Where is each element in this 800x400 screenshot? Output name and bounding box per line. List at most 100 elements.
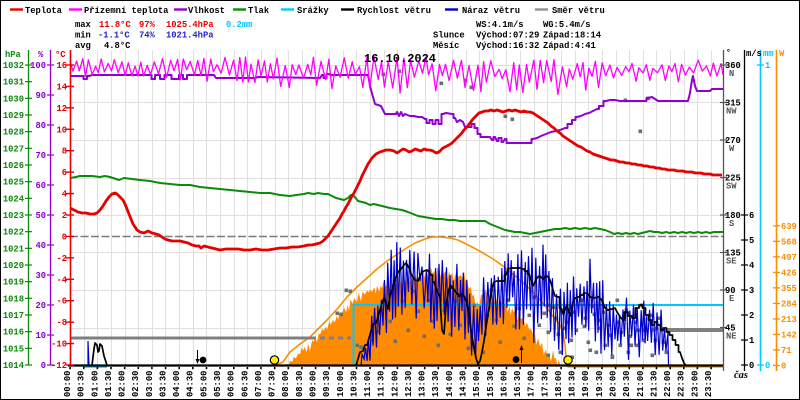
svg-text:1: 1 — [749, 336, 754, 346]
svg-text:1029: 1029 — [3, 111, 24, 121]
svg-text:14:30: 14:30 — [459, 371, 469, 397]
svg-text:360: 360 — [725, 61, 741, 71]
svg-text:16.10.2024: 16.10.2024 — [364, 52, 436, 66]
svg-text:m/s: m/s — [746, 49, 762, 59]
svg-text:11.8°C: 11.8°C — [99, 20, 131, 30]
svg-text:07:00: 07:00 — [254, 371, 264, 397]
svg-text:S: S — [729, 219, 734, 229]
svg-text:16:00: 16:00 — [499, 371, 509, 397]
svg-text:14:00: 14:00 — [445, 371, 455, 397]
svg-text:80: 80 — [35, 121, 46, 131]
svg-text:03:30: 03:30 — [159, 371, 169, 397]
svg-text:1017: 1017 — [3, 311, 24, 321]
svg-text:97%: 97% — [139, 20, 156, 30]
svg-text:%: % — [38, 50, 44, 60]
svg-text:0.2mm: 0.2mm — [226, 20, 252, 30]
svg-text:08:30: 08:30 — [295, 371, 305, 397]
svg-text:-8: -8 — [56, 318, 67, 328]
svg-text:NW: NW — [726, 107, 737, 117]
svg-text:mm: mm — [763, 49, 774, 59]
svg-text:max: max — [75, 20, 92, 30]
svg-text:30: 30 — [35, 271, 46, 281]
svg-text:Přízemní teplota: Přízemní teplota — [84, 6, 169, 16]
svg-text:čas: čas — [734, 370, 748, 381]
svg-text:426: 426 — [781, 268, 797, 278]
svg-text:16:30: 16:30 — [513, 371, 523, 397]
svg-text:142: 142 — [781, 330, 797, 340]
svg-text:639: 639 — [781, 222, 797, 232]
svg-text:-10: -10 — [51, 340, 67, 350]
svg-text:1032: 1032 — [3, 61, 24, 71]
svg-text:4: 4 — [62, 190, 68, 200]
svg-text:1021: 1021 — [3, 244, 24, 254]
svg-text:17:00: 17:00 — [527, 371, 537, 397]
svg-text:0: 0 — [749, 361, 754, 371]
svg-text:02:00: 02:00 — [118, 371, 128, 397]
svg-text:70: 70 — [35, 151, 46, 161]
svg-text:18:30: 18:30 — [568, 371, 578, 397]
svg-text:20: 20 — [35, 301, 46, 311]
svg-text:1: 1 — [765, 61, 770, 71]
svg-text:°: ° — [726, 49, 731, 58]
svg-text:10: 10 — [56, 125, 67, 135]
svg-text:23:30: 23:30 — [704, 371, 714, 397]
svg-text:-2: -2 — [56, 254, 67, 264]
svg-text:12:00: 12:00 — [390, 371, 400, 397]
svg-text:50: 50 — [35, 211, 46, 221]
svg-text:1031: 1031 — [3, 78, 24, 88]
svg-text:497: 497 — [781, 253, 797, 263]
svg-text:6: 6 — [749, 211, 754, 221]
svg-text:Východ:07:29: Východ:07:29 — [476, 31, 539, 41]
svg-text:1028: 1028 — [3, 128, 24, 138]
svg-text:avg: avg — [75, 41, 91, 51]
svg-text:1021.4hPa: 1021.4hPa — [166, 31, 214, 41]
svg-text:Teplota: Teplota — [25, 6, 63, 16]
svg-text:22:00: 22:00 — [663, 371, 673, 397]
svg-text:04:00: 04:00 — [172, 371, 182, 397]
svg-text:11:00: 11:00 — [363, 371, 373, 397]
svg-text:135: 135 — [725, 249, 741, 259]
svg-text:1025.4hPa: 1025.4hPa — [166, 20, 214, 30]
svg-text:SE: SE — [726, 257, 737, 267]
svg-text:60: 60 — [35, 181, 46, 191]
svg-text:09:00: 09:00 — [309, 371, 319, 397]
svg-text:23:00: 23:00 — [690, 371, 700, 397]
svg-text:Srážky: Srážky — [297, 6, 329, 16]
svg-text:16: 16 — [56, 61, 67, 71]
svg-text:6: 6 — [62, 168, 67, 178]
svg-text:10:30: 10:30 — [349, 371, 359, 397]
svg-text:2: 2 — [749, 311, 754, 321]
svg-text:1025: 1025 — [3, 178, 24, 188]
svg-text:12:30: 12:30 — [404, 371, 414, 397]
svg-text:20:30: 20:30 — [622, 371, 632, 397]
svg-text:284: 284 — [781, 299, 798, 309]
svg-text:00:00: 00:00 — [63, 371, 73, 397]
svg-text:Směr větru: Směr větru — [552, 6, 605, 16]
svg-text:08:00: 08:00 — [281, 371, 291, 397]
svg-text:WS:4.1m/s: WS:4.1m/s — [476, 20, 524, 30]
svg-text:74%: 74% — [139, 31, 156, 41]
svg-text:E: E — [729, 294, 734, 304]
svg-text:15:00: 15:00 — [472, 371, 482, 397]
svg-text:Slunce: Slunce — [433, 31, 465, 41]
svg-text:12: 12 — [56, 104, 67, 114]
svg-text:21:30: 21:30 — [649, 371, 659, 397]
svg-text:3: 3 — [749, 286, 754, 296]
svg-text:40: 40 — [35, 241, 46, 251]
svg-text:2: 2 — [62, 211, 67, 221]
svg-text:45: 45 — [725, 324, 736, 334]
svg-text:Náraz větru: Náraz větru — [462, 6, 520, 16]
svg-text:5: 5 — [749, 236, 754, 246]
svg-text:180: 180 — [725, 211, 741, 221]
svg-text:Východ:16:32: Východ:16:32 — [476, 41, 539, 51]
svg-text:W: W — [779, 49, 785, 59]
svg-text:1016: 1016 — [3, 328, 24, 338]
svg-text:568: 568 — [781, 237, 797, 247]
svg-text:WG:5.4m/s: WG:5.4m/s — [543, 20, 591, 30]
svg-text:01:00: 01:00 — [90, 371, 100, 397]
svg-text:0: 0 — [62, 232, 67, 242]
svg-text:03:00: 03:00 — [145, 371, 155, 397]
svg-text:355: 355 — [781, 284, 797, 294]
svg-text:-12: -12 — [51, 361, 67, 371]
svg-text:min: min — [75, 31, 91, 41]
